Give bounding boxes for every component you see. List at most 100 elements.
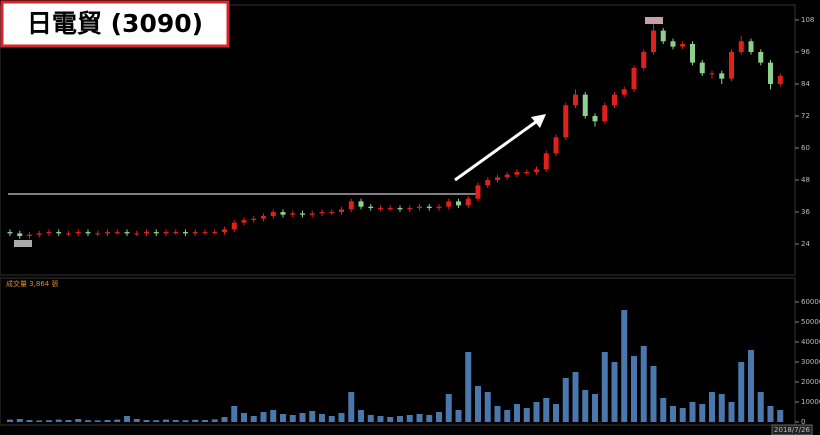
volume-bar: [182, 420, 189, 422]
y-tick-label: 30000: [801, 358, 820, 366]
candle-body: [465, 198, 471, 206]
volume-bar: [631, 356, 637, 422]
volume-bar: [94, 420, 101, 422]
volume-bar: [679, 408, 686, 422]
volume-panel: [0, 277, 796, 426]
x-tick-label: 2018/7/26: [774, 426, 810, 434]
volume-bar: [124, 416, 130, 422]
volume-bar: [406, 415, 413, 422]
volume-bar: [55, 419, 62, 422]
volume-bar: [143, 420, 150, 422]
candle-body: [680, 43, 686, 47]
candle-body: [75, 232, 81, 234]
candle-body: [543, 153, 549, 170]
candle-body: [651, 30, 656, 52]
date-box: [771, 424, 813, 435]
volume-bar: [514, 404, 520, 422]
y-tick-label: 20000: [801, 378, 820, 386]
volume-bar: [299, 413, 306, 422]
candle-body: [748, 41, 754, 52]
volume-bar: [426, 415, 433, 422]
volume-bar: [572, 372, 579, 422]
volume-bar: [46, 420, 52, 422]
candle-body: [378, 208, 383, 210]
candle-body: [582, 94, 588, 116]
volume-title: 成交量 3,864 張: [6, 279, 59, 288]
candle-body: [387, 208, 393, 210]
candle-body: [144, 232, 149, 234]
candle-body: [436, 206, 442, 209]
candle-body: [514, 172, 520, 175]
candle-body: [66, 233, 71, 235]
volume-bar: [670, 406, 676, 422]
candle-body: [475, 185, 481, 199]
candle-body: [534, 169, 539, 173]
y-tick-label: 60: [801, 144, 810, 152]
candle-body: [758, 51, 764, 63]
candle-body: [699, 62, 705, 74]
volume-bar: [689, 402, 696, 422]
candle-body: [719, 73, 725, 79]
volume-bar: [289, 415, 296, 422]
volume-bar: [377, 416, 384, 422]
volume-bar: [192, 419, 199, 422]
candle-body: [348, 201, 354, 210]
volume-bar: [533, 402, 540, 422]
candle-body: [621, 89, 627, 95]
candle-body: [85, 232, 91, 234]
candle-body: [114, 232, 120, 234]
candle-body: [309, 213, 315, 215]
candle-body: [358, 201, 364, 207]
candle-body: [95, 233, 101, 235]
volume-bar: [260, 412, 267, 422]
volume-bar: [709, 392, 715, 422]
volume-bar: [85, 420, 91, 422]
volume-bar: [445, 394, 452, 422]
candle-body: [563, 105, 569, 138]
volume-bar: [65, 420, 72, 422]
candle-body: [46, 232, 52, 234]
candle-body: [222, 229, 227, 233]
volume-bar: [250, 416, 257, 422]
volume-bar: [231, 406, 238, 422]
candle-body: [251, 218, 257, 221]
candle-body: [738, 41, 744, 52]
volume-bar: [767, 406, 774, 422]
title: 日電貿 (3090): [27, 9, 203, 38]
volume-bar: [553, 404, 559, 422]
volume-bar: [582, 390, 589, 422]
y-tick-label: 60000: [801, 298, 820, 306]
candle-body: [27, 234, 32, 237]
volume-bar: [699, 404, 706, 422]
low-marker: [14, 240, 32, 247]
candle-body: [36, 233, 42, 235]
candle-body: [124, 232, 130, 234]
volume-bar: [211, 419, 218, 422]
volume-bar: [221, 417, 228, 422]
candle-body: [690, 43, 695, 63]
candle-body: [417, 206, 422, 209]
volume-bar: [309, 411, 316, 422]
volume-bar: [367, 415, 374, 422]
volume-bar: [543, 398, 550, 422]
volume-bar: [592, 394, 598, 422]
candle-body: [573, 94, 578, 106]
arrow: [454, 117, 541, 182]
candle-body: [163, 232, 169, 234]
arrow-head: [531, 114, 546, 128]
y-tick-label: 108: [801, 16, 814, 24]
y-tick-label: 72: [801, 112, 810, 120]
candle-body: [290, 213, 296, 215]
candle-body: [660, 30, 666, 42]
volume-bar: [348, 392, 355, 422]
candle-body: [631, 67, 637, 90]
volume-bar: [523, 408, 530, 422]
volume-bar: [7, 419, 13, 422]
volume-bar: [387, 417, 394, 422]
y-tick-label: 50000: [801, 318, 820, 326]
volume-bar: [270, 410, 277, 422]
candle-body: [612, 94, 617, 106]
volume-bar: [504, 410, 511, 422]
volume-bar: [26, 420, 33, 422]
